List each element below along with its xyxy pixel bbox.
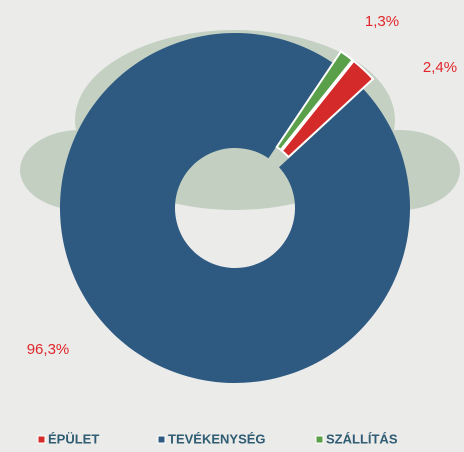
value-label: 96,3% (27, 341, 70, 358)
legend-swatch (157, 435, 166, 444)
legend-label: TEVÉKENYSÉG (168, 431, 266, 446)
value-label: 2,4% (423, 59, 457, 76)
legend-swatch (315, 435, 324, 444)
value-label: 1,3% (365, 13, 399, 30)
legend-swatch (37, 435, 46, 444)
donut-slice (275, 50, 354, 152)
donut-slice (280, 59, 375, 159)
donut-slice (60, 32, 411, 384)
legend-label: ÉPÜLET (48, 431, 99, 446)
legend-label: SZÁLLÍTÁS (326, 431, 398, 446)
